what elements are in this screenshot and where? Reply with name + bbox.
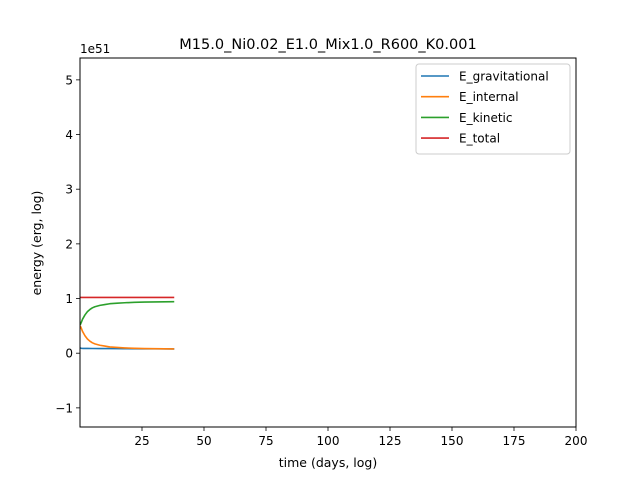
x-tick-label: 125	[379, 434, 402, 448]
x-tick-label: 25	[134, 434, 149, 448]
y-axis-label: energy (erg, log)	[29, 191, 44, 296]
x-tick-label: 50	[196, 434, 211, 448]
x-tick-label: 175	[503, 434, 526, 448]
y-offset-label: 1e51	[80, 42, 110, 56]
legend-box	[415, 63, 571, 155]
y-tick-label: 0	[65, 347, 73, 361]
legend-label: E_kinetic	[459, 111, 513, 125]
series-line-e-internal	[79, 325, 175, 350]
y-tick-label: 3	[65, 183, 73, 197]
x-axis-ticks: 25 50 75 100 125 150 175 200	[134, 427, 587, 448]
x-axis-label: time (days, log)	[279, 455, 377, 470]
series-line-e-kinetic	[79, 300, 175, 326]
x-tick-label: 200	[565, 434, 588, 448]
x-tick-label: 150	[441, 434, 464, 448]
series-layer	[79, 296, 175, 350]
chart-title: M15.0_Ni0.02_E1.0_Mix1.0_R600_K0.001	[179, 37, 476, 53]
legend-label: E_total	[459, 132, 500, 146]
legend-label: E_gravitational	[459, 70, 549, 84]
y-tick-label: −1	[55, 401, 73, 415]
y-tick-label: 1	[65, 292, 73, 306]
legend: E_gravitational E_internal E_kinetic E_tota…	[415, 63, 571, 155]
y-tick-label: 4	[65, 128, 73, 142]
y-tick-label: 5	[65, 73, 73, 87]
y-axis-ticks: −1 0 1 2 3 4 5	[55, 73, 80, 415]
y-tick-label: 2	[65, 237, 73, 251]
x-tick-label: 100	[317, 434, 340, 448]
legend-label: E_internal	[459, 90, 519, 104]
plot-frame	[79, 57, 577, 428]
x-tick-label: 75	[258, 434, 273, 448]
